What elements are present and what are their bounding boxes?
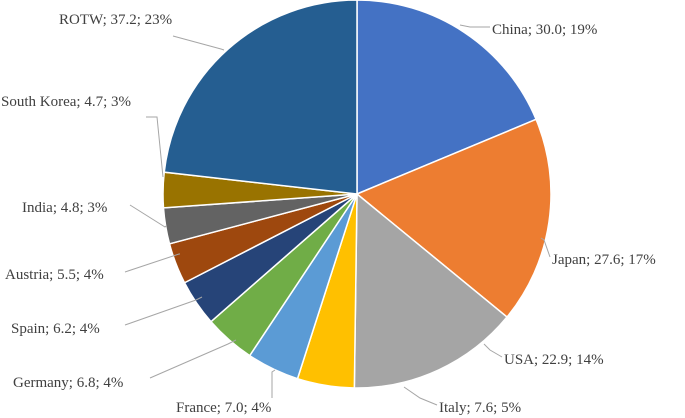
- leader-line-spain: [124, 296, 203, 326]
- data-label-spain: Spain; 6.2; 4%: [11, 321, 100, 337]
- leader-line-france: [271, 369, 276, 398]
- data-label-china: China; 30.0; 19%: [492, 22, 597, 38]
- leader-line-south-korea: [146, 116, 164, 178]
- leader-line-italy: [403, 386, 438, 406]
- data-label-austria: Austria; 5.5; 4%: [5, 267, 104, 283]
- slices-layer: [162, 0, 552, 389]
- data-label-rotw: ROTW; 37.2; 23%: [59, 12, 172, 28]
- data-label-south-korea: South Korea; 4.7; 3%: [1, 94, 131, 110]
- data-label-usa: USA; 22.9; 14%: [504, 352, 604, 368]
- pie-slice-rotw: [163, 0, 358, 195]
- data-label-france: France; 7.0; 4%: [176, 400, 271, 416]
- data-label-germany: Germany; 6.8; 4%: [13, 375, 123, 391]
- pie-slice-usa: [353, 192, 509, 389]
- leader-line-usa: [483, 343, 503, 358]
- leader-line-rotw: [172, 35, 225, 51]
- data-label-india: India; 4.8; 3%: [22, 200, 107, 216]
- data-label-italy: Italy; 7.6; 5%: [439, 400, 521, 416]
- leader-lines-layer: [124, 24, 551, 406]
- data-label-japan: Japan; 27.6; 17%: [552, 252, 656, 268]
- pie-slice-japan: [355, 118, 552, 319]
- pie-slice-china: [356, 0, 538, 196]
- leader-line-japan: [540, 237, 551, 258]
- leader-line-india: [129, 204, 167, 228]
- leader-line-austria: [124, 253, 180, 273]
- leader-line-china: [459, 24, 490, 28]
- data-labels-layer: China; 30.0; 19% Japan; 27.6; 17% USA; 2…: [1, 12, 656, 416]
- leader-line-germany: [149, 339, 237, 379]
